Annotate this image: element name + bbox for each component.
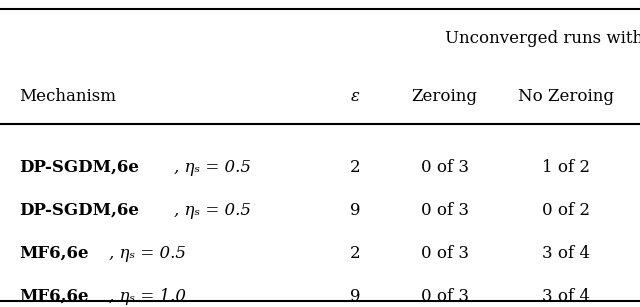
Text: 0 of 3: 0 of 3 — [421, 245, 468, 262]
Text: DP-SGDM,6e: DP-SGDM,6e — [19, 159, 139, 176]
Text: 3 of 4: 3 of 4 — [543, 288, 590, 305]
Text: 9: 9 — [350, 202, 360, 219]
Text: Zeroing: Zeroing — [412, 88, 478, 105]
Text: , ηₛ = 1.0: , ηₛ = 1.0 — [109, 288, 186, 305]
Text: MF6,6e: MF6,6e — [19, 245, 89, 262]
Text: 0 of 3: 0 of 3 — [421, 288, 468, 305]
Text: ε: ε — [351, 88, 360, 105]
Text: Mechanism: Mechanism — [19, 88, 116, 105]
Text: 0 of 3: 0 of 3 — [421, 202, 468, 219]
Text: Unconverged runs with: Unconverged runs with — [445, 30, 640, 47]
Text: , ηₛ = 0.5: , ηₛ = 0.5 — [174, 159, 251, 176]
Text: , ηₛ = 0.5: , ηₛ = 0.5 — [174, 202, 251, 219]
Text: 9: 9 — [350, 288, 360, 305]
Text: 3 of 4: 3 of 4 — [543, 245, 590, 262]
Text: 1 of 2: 1 of 2 — [543, 159, 590, 176]
Text: 0 of 3: 0 of 3 — [421, 159, 468, 176]
Text: MF6,6e: MF6,6e — [19, 288, 89, 305]
Text: 2: 2 — [350, 159, 360, 176]
Text: 2: 2 — [350, 245, 360, 262]
Text: 0 of 2: 0 of 2 — [543, 202, 590, 219]
Text: DP-SGDM,6e: DP-SGDM,6e — [19, 202, 139, 219]
Text: , ηₛ = 0.5: , ηₛ = 0.5 — [109, 245, 186, 262]
Text: No Zeroing: No Zeroing — [518, 88, 614, 105]
